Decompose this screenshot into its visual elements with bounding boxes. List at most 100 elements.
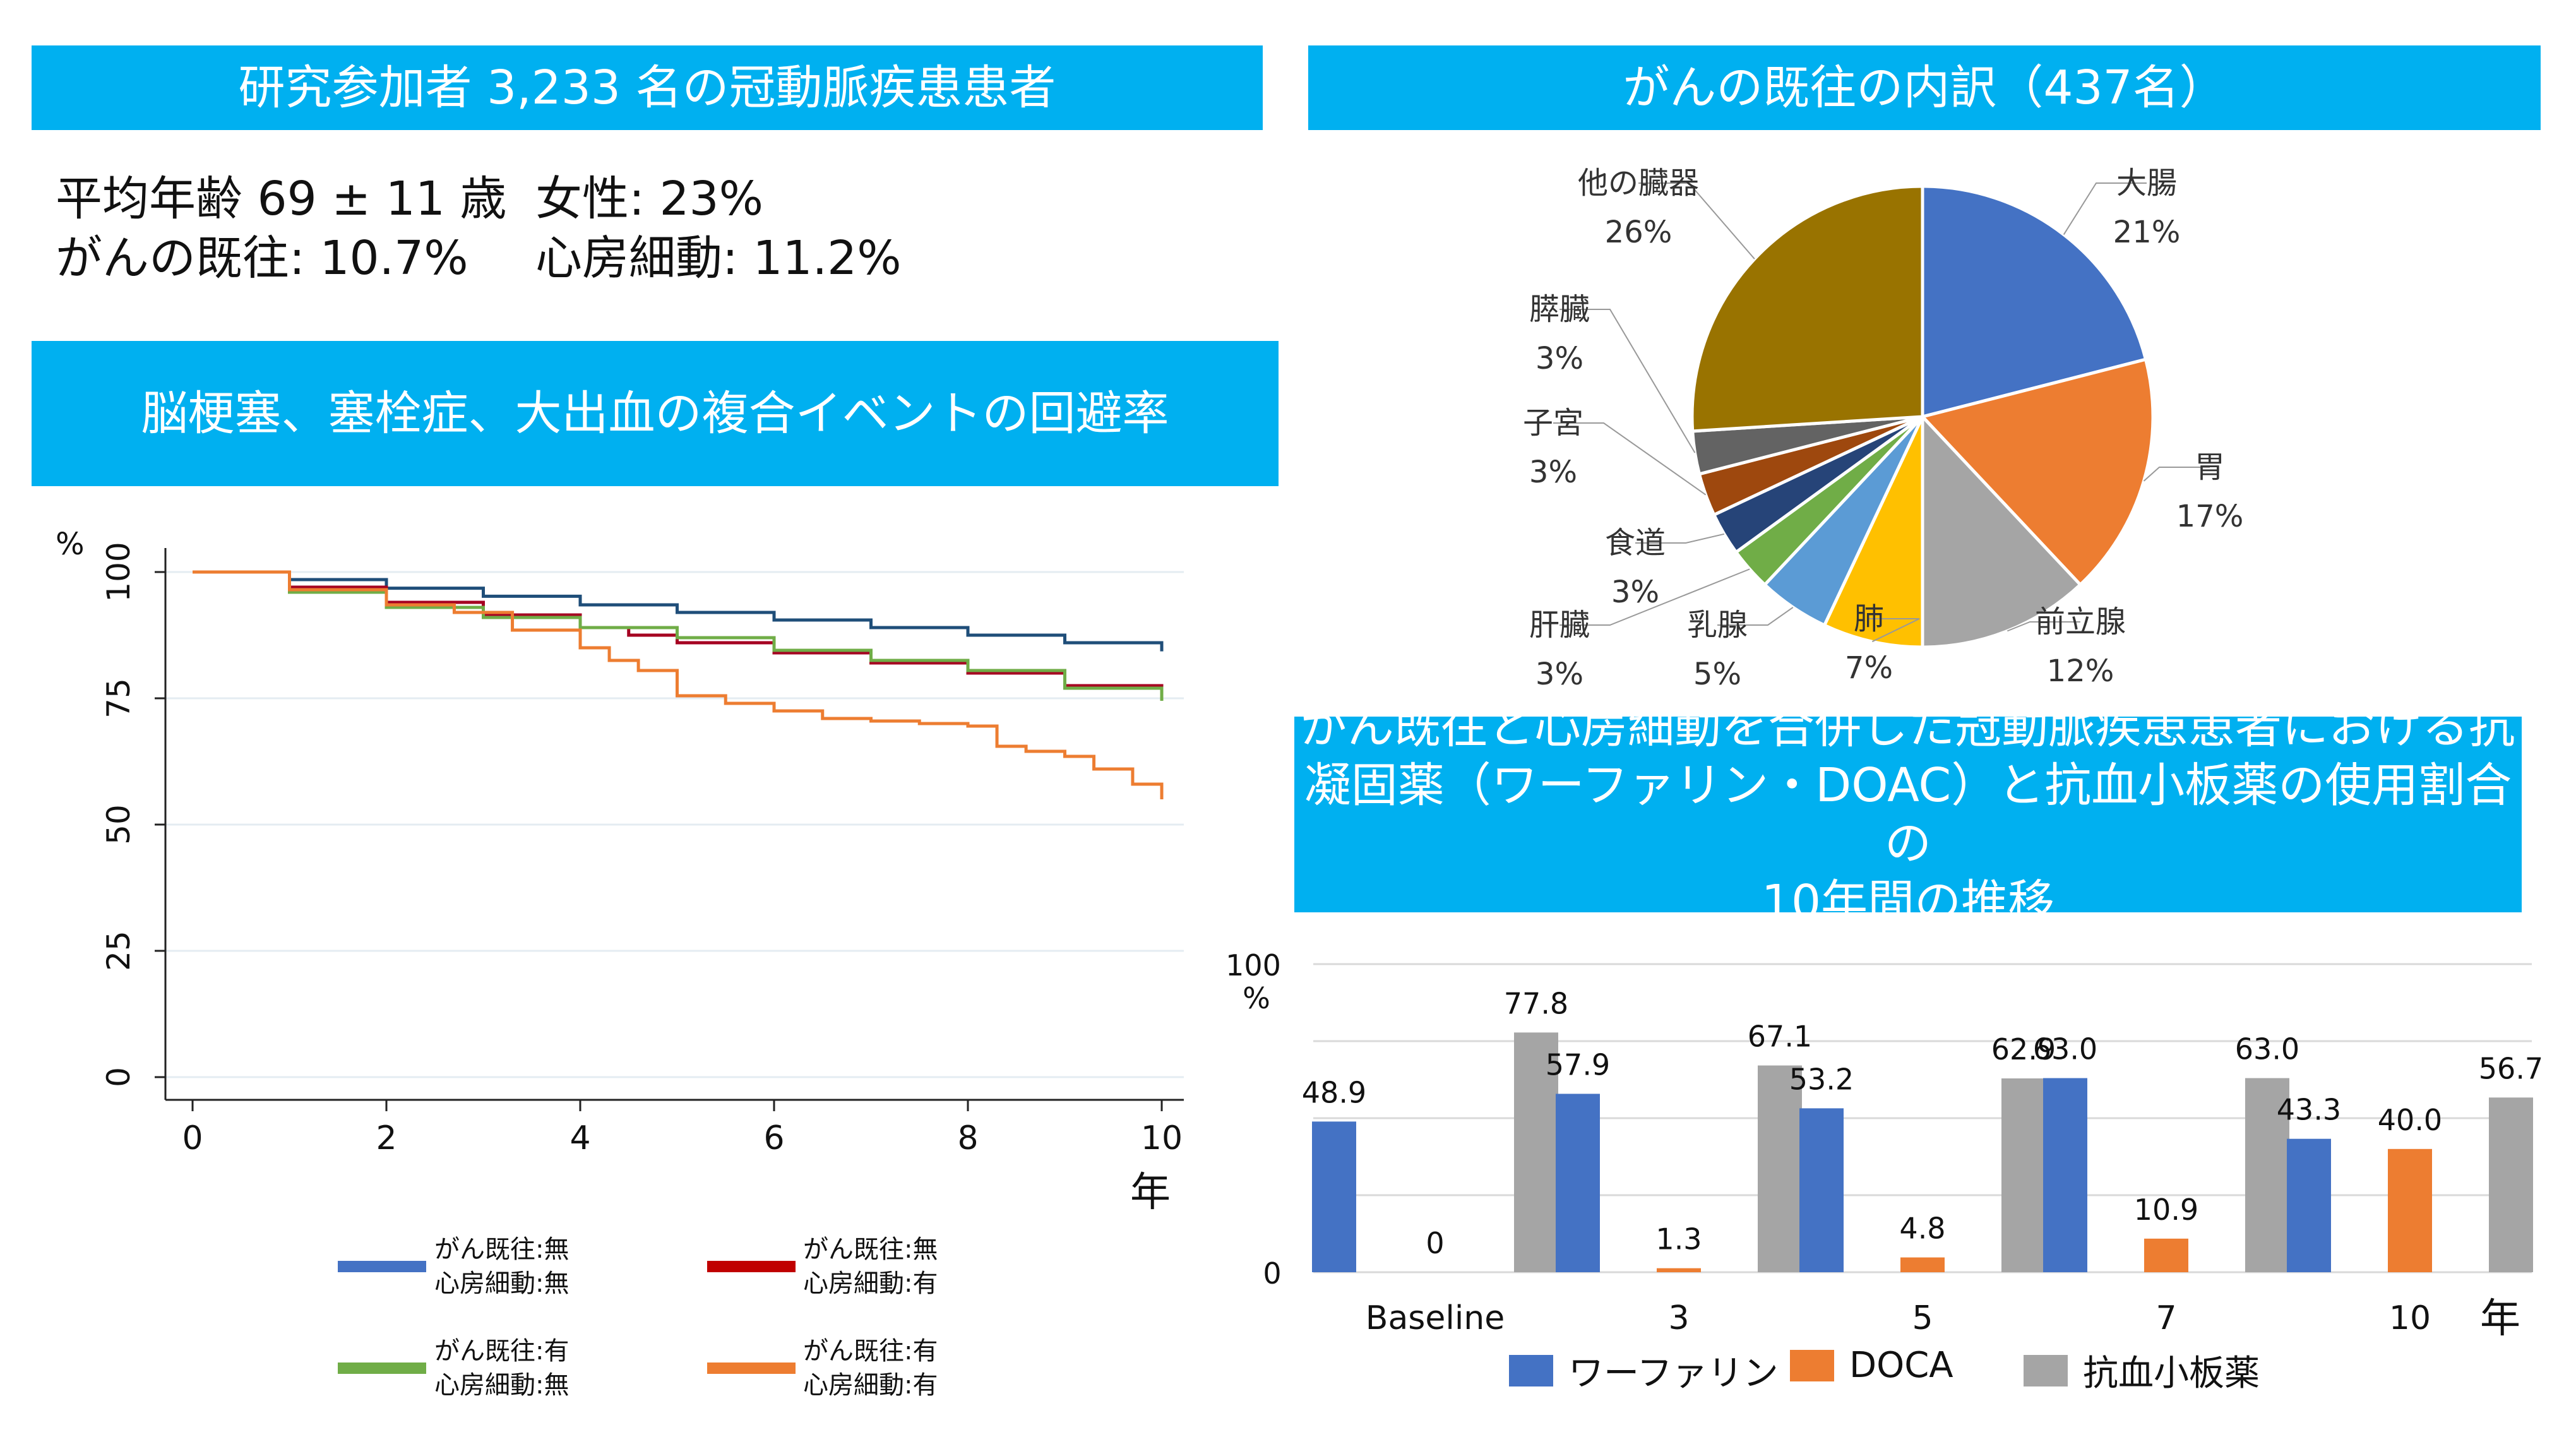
km-xtick-label-1: 2 (376, 1119, 397, 1157)
pie-label-name-4: 乳腺 (1686, 607, 1748, 643)
legend-swatch-s0 (338, 1261, 426, 1272)
pie-label-pct-6: 3% (1611, 575, 1660, 610)
bar-title-banner: がん既往と心房細動を合併した冠動脈疾患患者における抗 凝固薬（ワーファリン・DO… (1294, 700, 2522, 929)
bar-2-0 (1514, 1032, 1558, 1272)
bar-value-label-1-4: 40.0 (2378, 1103, 2442, 1137)
bar-0-2 (1799, 1108, 1844, 1272)
pie-label-5: 肝臓 3% (1529, 600, 1590, 692)
pie-label-name-9: 他の臓器 (1577, 165, 1700, 201)
summary-stats: 平均年齢 69 ± 11 歳 女性: 23% がんの既往: 10.7% 心房細動… (56, 169, 902, 288)
bar-2-3 (2245, 1078, 2289, 1272)
bar-value-label-2-4: 56.7 (2479, 1051, 2543, 1085)
bar-0-0 (1312, 1121, 1356, 1272)
km-xtick-label-3: 6 (763, 1119, 784, 1157)
km-title-banner: 脳梗塞、塞栓症、大出血の複合イベントの回避率 (32, 341, 1279, 486)
km-series-line-3 (193, 570, 1164, 799)
pie-label-name-1: 胃 (2194, 450, 2225, 485)
pie-leader-0 (2063, 182, 2147, 236)
bar-value-label-1-3: 10.9 (2134, 1193, 2198, 1227)
pie-label-8: 膵臓 3% (1529, 284, 1590, 376)
pie-label-pct-5: 3% (1535, 657, 1584, 692)
bar-legend-swatch-warfarin (1509, 1354, 1553, 1386)
km-ytick-label-1: 25 (100, 931, 137, 971)
km-series-line-0 (193, 570, 1164, 652)
legend-swatch-s2 (338, 1363, 426, 1374)
pie-leader-4 (1717, 607, 1794, 626)
bar-title-line-1: がん既往と心房細動を合併した冠動脈疾患患者における抗 (1301, 700, 2515, 754)
bar-value-label-1-2: 4.8 (1899, 1212, 1945, 1246)
bar-value-label-1-0: 0 (1426, 1226, 1444, 1260)
pie-label-name-2: 前立腺 (2034, 604, 2126, 640)
km-ytick-label-4: 100 (100, 542, 137, 602)
km-xtick-label-4: 8 (957, 1119, 978, 1157)
bar-category-label-2: 5 (1912, 1299, 1933, 1337)
pie-leader-1 (2143, 467, 2210, 482)
bar-0-4 (2287, 1138, 2331, 1272)
pie-leader-3 (1869, 618, 1920, 643)
stats-row-1: 平均年齢 69 ± 11 歳 女性: 23% (56, 169, 902, 229)
bar-legend-swatch-antiplatelet (2024, 1354, 2068, 1386)
pie-label-pct-9: 26% (1604, 215, 1673, 250)
pie-label-2: 前立腺 12% (2035, 597, 2126, 689)
pie-label-name-7: 子宮 (1522, 405, 1584, 441)
bar-value-label-1-1: 1.3 (1655, 1222, 1702, 1256)
bar-1-4 (2388, 1148, 2432, 1272)
bar-1-2 (1900, 1257, 1945, 1272)
bar-y-axis-label: % (1243, 981, 1270, 1015)
pie-label-9: 他の臓器 26% (1578, 158, 1699, 250)
pie-leader-5 (1559, 568, 1750, 626)
bar-category-label-0: Baseline (1366, 1299, 1505, 1337)
bar-value-label-2-3: 63.0 (2235, 1032, 2299, 1066)
pie-label-name-6: 食道 (1604, 525, 1666, 561)
bar-value-label-0-2: 53.2 (1789, 1062, 1854, 1096)
legend-label-s1: がん既往:無 心房細動:有 (803, 1235, 938, 1298)
km-xtick-label-5: 10 (1141, 1119, 1183, 1157)
pie-slice-2 (1921, 412, 2083, 649)
pie-chart (1553, 182, 2210, 649)
bar-legend-item-warfarin: ワーファリン (1509, 1345, 1779, 1396)
bar-0-3 (2043, 1078, 2087, 1272)
bar-1-3 (2144, 1238, 2188, 1272)
pie-label-0: 大腸 21% (2113, 158, 2181, 250)
bar-2-4 (2489, 1097, 2533, 1272)
bar-value-label-0-4: 43.3 (2277, 1093, 2341, 1127)
bar-title-line-3: 10年間の推移 (1761, 874, 2055, 929)
bar-title-line-2: 凝固薬（ワーファリン・DOAC）と抗血小板薬の使用割合の (1304, 758, 2512, 871)
pie-label-pct-1: 17% (2176, 499, 2244, 534)
bar-value-label-0-1: 57.9 (1546, 1047, 1610, 1082)
bar-category-label-1: 3 (1668, 1299, 1689, 1337)
stat-af: 心房細動: 11.2% (535, 231, 902, 285)
bar-ytick-label-1: 100 (1225, 948, 1281, 982)
bar-chart: 0 100% 48.9 0 77.8 Baseline 57.9 1.3 67.1 3 53.2 4.… (1225, 948, 2543, 1342)
pie-label-6: 食道 3% (1605, 518, 1666, 610)
pie-title: がんの既往の内訳（437名） (1623, 60, 2226, 115)
km-xtick-label-2: 4 (569, 1119, 590, 1157)
bar-category-label-3: 7 (2156, 1299, 2176, 1337)
legend-label-s3: がん既往:有 心房細動:有 (803, 1337, 938, 1400)
bar-0-1 (1556, 1094, 1600, 1272)
participants-title: 研究参加者 3,233 名の冠動脈疾患患者 (238, 60, 1056, 115)
pie-label-pct-0: 21% (2113, 215, 2181, 250)
km-xtick-label-0: 0 (182, 1119, 203, 1157)
km-ytick-label-0: 0 (100, 1067, 137, 1087)
bar-value-label-2-2: 62.9 (1991, 1032, 2056, 1066)
legend-label-s0: がん既往:無 心房細動:無 (434, 1235, 569, 1298)
stat-age: 平均年齢 69 ± 11 歳 (56, 172, 507, 226)
bar-value-label-0-3: 63.0 (2033, 1032, 2097, 1066)
pie-leader-9 (1638, 182, 1755, 259)
bar-ytick-label-0: 0 (1263, 1256, 1281, 1291)
pie-label-7: 子宮 3% (1523, 398, 1583, 490)
legend-label-s2: がん既往:有 心房細動:無 (434, 1337, 569, 1400)
pie-title-banner: がんの既往の内訳（437名） (1308, 45, 2541, 130)
bar-2-1 (1758, 1065, 1802, 1272)
km-y-axis-label: % (56, 527, 85, 562)
pie-slice-1 (1919, 357, 2155, 587)
pie-label-pct-2: 12% (2046, 653, 2114, 689)
pie-label-name-8: 膵臓 (1529, 292, 1590, 327)
stat-female: 女性: 23% (535, 172, 763, 226)
km-ytick-label-3: 75 (100, 678, 137, 719)
km-x-axis-label: 年 (1130, 1169, 1171, 1216)
pie-slice-0 (1921, 184, 2148, 419)
bar-x-axis-label: 年 (2480, 1296, 2520, 1342)
km-chart: 0 25 50 75 100 0 2 4 6 8 10% 年 (56, 527, 1184, 1216)
